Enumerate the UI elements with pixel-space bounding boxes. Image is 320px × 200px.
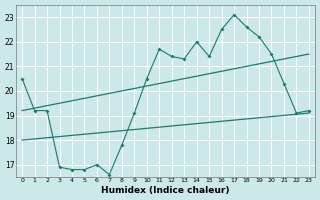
- X-axis label: Humidex (Indice chaleur): Humidex (Indice chaleur): [101, 186, 230, 195]
